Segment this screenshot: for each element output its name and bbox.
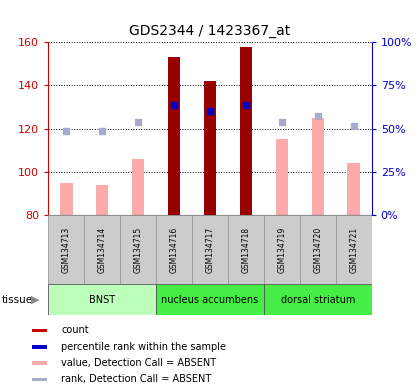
Bar [60,183,73,215]
Text: GSM134720: GSM134720 [313,227,322,273]
Bar [347,163,360,215]
Text: GSM134719: GSM134719 [277,227,286,273]
Text: tissue: tissue [2,295,33,305]
Bar [264,284,372,315]
Text: GSM134713: GSM134713 [62,227,71,273]
Bar [32,361,47,365]
Text: GSM134716: GSM134716 [170,227,178,273]
Bar [336,215,372,284]
Text: rank, Detection Call = ABSENT: rank, Detection Call = ABSENT [61,374,212,384]
Text: count: count [61,326,89,336]
Bar [156,215,192,284]
Bar [276,139,288,215]
Bar [168,57,180,215]
Text: GSM134721: GSM134721 [349,227,358,273]
Text: BNST: BNST [89,295,115,305]
Text: nucleus accumbens: nucleus accumbens [161,295,259,305]
Bar [32,345,47,349]
Text: value, Detection Call = ABSENT: value, Detection Call = ABSENT [61,358,216,368]
Title: GDS2344 / 1423367_at: GDS2344 / 1423367_at [129,25,291,38]
Bar [228,215,264,284]
Text: GSM134718: GSM134718 [241,227,250,273]
Bar [300,215,336,284]
Text: GSM134715: GSM134715 [134,227,143,273]
Bar [48,284,156,315]
Text: dorsal striatum: dorsal striatum [281,295,355,305]
Text: GSM134717: GSM134717 [205,227,215,273]
Bar [156,284,264,315]
Bar [32,377,47,381]
Text: ▶: ▶ [31,295,39,305]
Bar [48,215,84,284]
Bar [264,215,300,284]
Bar [32,329,47,332]
Text: GSM134714: GSM134714 [98,227,107,273]
Bar [132,159,144,215]
Bar [240,46,252,215]
Bar [84,215,120,284]
Bar [120,215,156,284]
Bar [96,185,108,215]
Text: percentile rank within the sample: percentile rank within the sample [61,342,226,352]
Bar [312,118,324,215]
Bar [192,215,228,284]
Bar [204,81,216,215]
